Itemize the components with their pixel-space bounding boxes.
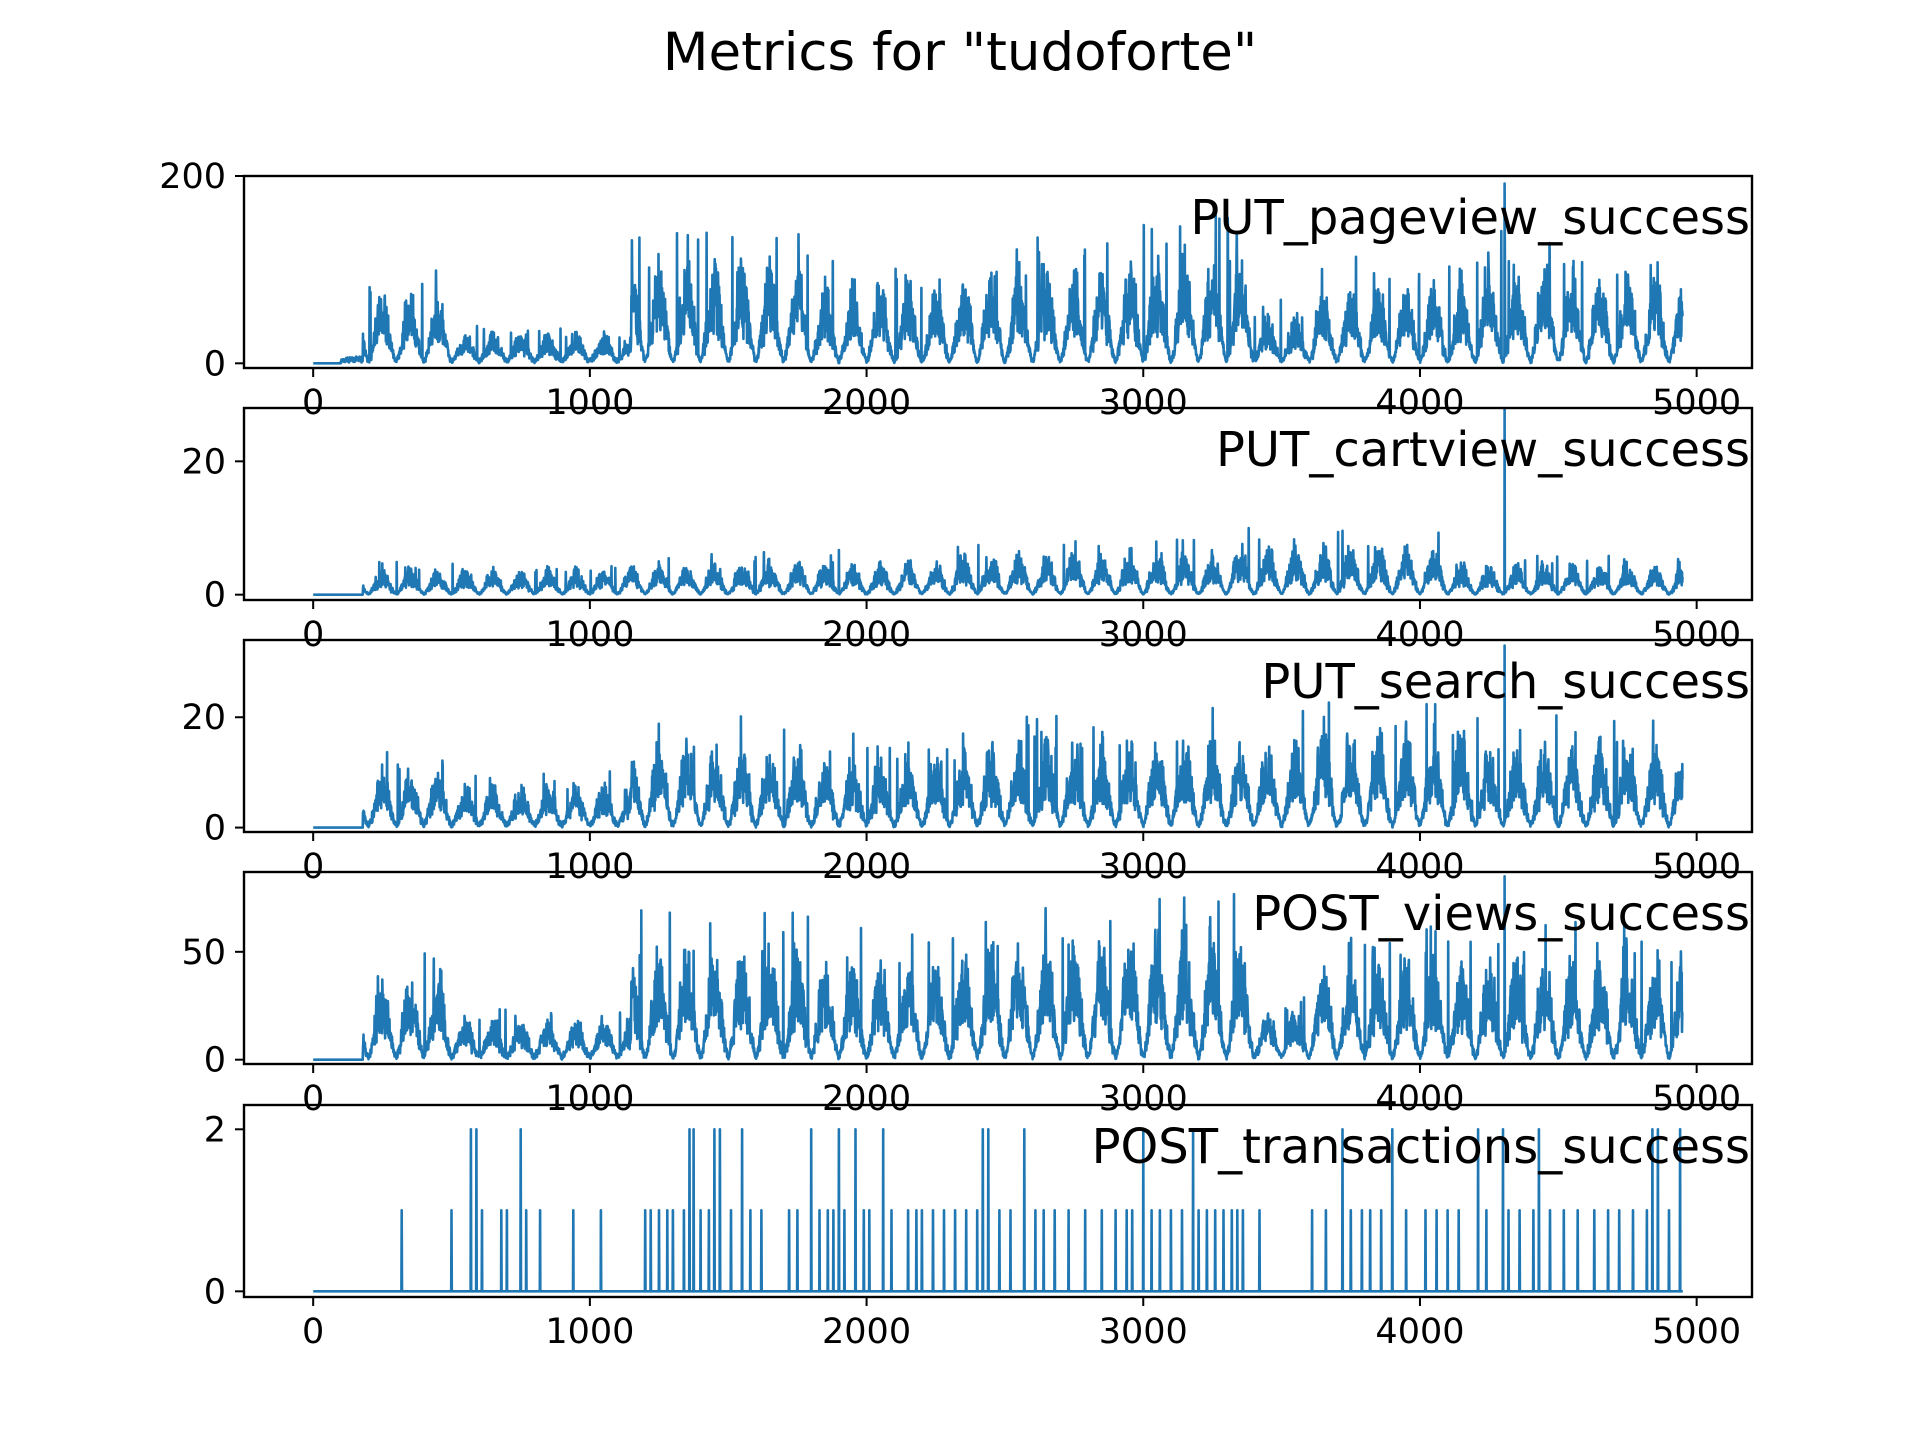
x-tick-label: 2000	[822, 615, 911, 655]
y-tick-label: 0	[204, 344, 226, 384]
subplot-3: PUT_search_success 0 20 0 1000 2000 3000 4000 50…	[181, 638, 1754, 887]
y-tick-label: 0	[204, 809, 226, 849]
x-tick-label: 5000	[1652, 1312, 1741, 1352]
figure-title: Metrics for "tudoforte"	[662, 22, 1258, 83]
x-tick-label: 3000	[1099, 1312, 1188, 1352]
x-tick-label: 0	[302, 383, 324, 423]
axes-frame	[242, 1103, 1754, 1299]
series-line	[312, 182, 1684, 365]
series-label: PUT_pageview_success	[1190, 190, 1750, 246]
series-label: POST_transactions_success	[1092, 1119, 1750, 1175]
y-tick-label: 2	[204, 1110, 226, 1150]
x-tick-label: 3000	[1099, 383, 1188, 423]
x-tick-label: 5000	[1652, 1079, 1741, 1119]
x-tick-label: 1000	[545, 1312, 634, 1352]
axes-frame	[242, 406, 1754, 602]
x-tick-label: 1000	[545, 847, 634, 887]
x-tick-label: 4000	[1375, 847, 1464, 887]
axes-frame	[242, 638, 1754, 834]
y-tick-label: 0	[204, 1272, 226, 1312]
x-tick-label: 2000	[822, 847, 911, 887]
x-tick-label: 0	[302, 615, 324, 655]
x-tick-label: 2000	[822, 1079, 911, 1119]
x-tick-label: 2000	[822, 383, 911, 423]
series-line	[312, 644, 1684, 829]
x-tick-label: 5000	[1652, 847, 1741, 887]
x-tick-label: 5000	[1652, 615, 1741, 655]
series-line	[313, 1128, 1683, 1293]
subplot-5: POST_transactions_success 0 2 0 1000 2000 3000…	[204, 1103, 1754, 1352]
x-tick-label: 4000	[1375, 1079, 1464, 1119]
x-tick-label: 2000	[822, 1312, 911, 1352]
x-tick-label: 3000	[1099, 1079, 1188, 1119]
series-line	[312, 408, 1684, 596]
x-tick-label: 1000	[545, 615, 634, 655]
y-tick-label: 20	[181, 698, 226, 738]
x-tick-label: 3000	[1099, 615, 1188, 655]
y-tick-label: 20	[181, 442, 226, 482]
series-label: PUT_cartview_success	[1216, 422, 1750, 478]
series-label: POST_views_success	[1252, 886, 1750, 942]
x-tick-label: 1000	[545, 383, 634, 423]
y-tick-label: 50	[181, 933, 226, 973]
x-tick-label: 4000	[1375, 615, 1464, 655]
x-tick-label: 0	[302, 1079, 324, 1119]
series-label: PUT_search_success	[1261, 654, 1750, 710]
subplot-2: PUT_cartview_success 0 20 0 1000 2000 3000 4000…	[181, 406, 1754, 655]
y-tick-label: 200	[159, 157, 226, 197]
x-tick-label: 1000	[545, 1079, 634, 1119]
x-tick-label: 3000	[1099, 847, 1188, 887]
x-tick-label: 5000	[1652, 383, 1741, 423]
y-tick-label: 0	[204, 1041, 226, 1081]
axes-frame	[242, 174, 1754, 370]
x-tick-label: 0	[302, 1312, 324, 1352]
x-tick-label: 0	[302, 847, 324, 887]
series-line	[312, 875, 1684, 1061]
axes-frame	[242, 870, 1754, 1066]
x-tick-label: 4000	[1375, 1312, 1464, 1352]
x-tick-label: 4000	[1375, 383, 1464, 423]
y-tick-label: 0	[204, 576, 226, 616]
